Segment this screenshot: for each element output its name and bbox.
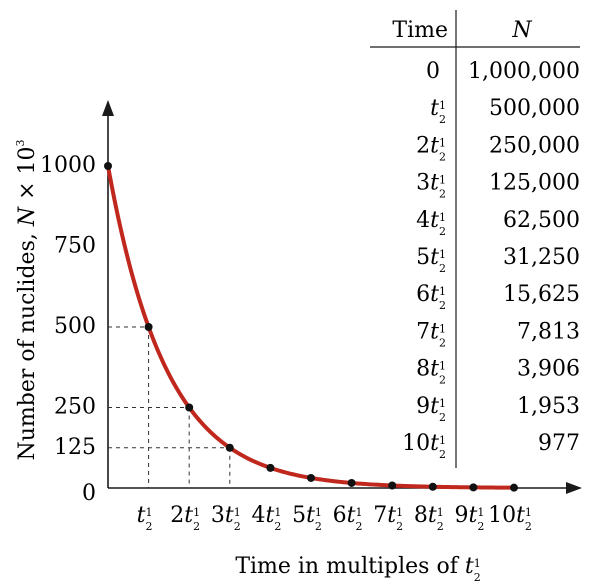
x-tick-label: 9t1 2	[454, 503, 484, 533]
x-tick-label: 6t1 2	[333, 503, 363, 533]
y-tick-label: 1000	[40, 153, 96, 178]
table-row-time: 9t1 2	[416, 394, 446, 424]
data-point	[104, 162, 112, 170]
table-row-time: 0	[426, 59, 440, 84]
data-point	[347, 478, 356, 487]
x-tick-label: 8t1 2	[414, 503, 444, 533]
data-point	[388, 481, 397, 490]
data-point	[225, 443, 234, 452]
table-row-n: 977	[538, 431, 580, 456]
table-row-time: 10t1 2	[402, 431, 446, 461]
dashed-guides	[108, 326, 231, 488]
y-axis-label: Number of nuclides, N × 103	[14, 139, 40, 460]
data-point	[307, 473, 315, 482]
y-tick-label: 500	[54, 314, 96, 339]
x-tick-label: 4t1 2	[251, 503, 281, 533]
data-points	[104, 162, 518, 492]
x-tick-label: 3t1 2	[211, 503, 241, 533]
x-axis-arrow-icon	[566, 482, 582, 494]
x-axis-label: Time in multiples of t1 2	[235, 554, 480, 584]
data-point	[144, 323, 153, 331]
y-tick-label: 750	[54, 234, 96, 259]
x-tick-labels: t1 2 2t1 2 3t1 2 4t1 2 5t1 2 6t1 2 7t1 2 8t1 2 9t1 2 10t1 2	[137, 503, 532, 533]
table-row-n: 15,625	[503, 282, 580, 307]
table-row-time: 4t1 2	[416, 208, 446, 238]
table-row-n: 62,500	[503, 208, 580, 233]
x-tick-label: 10t1 2	[488, 503, 532, 533]
data-point	[510, 483, 518, 492]
table-row-time: 8t1 2	[416, 357, 446, 387]
y-tick-labels: 0 125 250 500 750 1000	[40, 153, 96, 506]
table-row-time: 5t1 2	[416, 245, 446, 275]
table-row-n: 3,906	[517, 357, 580, 382]
table-row-n: 7,813	[517, 319, 580, 344]
data-point	[266, 463, 275, 472]
table-row-time: 7t1 2	[416, 319, 446, 349]
table-row-time: 3t1 2	[416, 171, 446, 201]
decay-curve	[106, 164, 516, 490]
table-row-time: t1 2	[430, 96, 446, 126]
y-tick-label: 0	[82, 481, 96, 506]
table-header-time: Time	[392, 18, 448, 43]
table-row-n: 31,250	[503, 245, 580, 270]
x-tick-label: 5t1 2	[292, 503, 322, 533]
x-tick-label: 2t1 2	[170, 503, 200, 533]
table-row-time: 6t1 2	[416, 282, 446, 312]
data-point	[428, 482, 437, 491]
y-tick-label: 250	[54, 395, 96, 420]
y-tick-label: 125	[54, 435, 96, 460]
half-life-table: Time N 0 1,000,000 t1 2 500,000 2t1 2 250,000 3t…	[370, 10, 580, 468]
x-tick-label: 7t1 2	[373, 503, 403, 533]
table-row-n: 125,000	[489, 171, 580, 196]
data-point	[185, 403, 194, 412]
table-row-n: 1,000,000	[468, 59, 580, 84]
table-header-n: N	[511, 18, 532, 43]
table-row-n: 1,953	[517, 394, 580, 419]
table-row-n: 250,000	[489, 133, 580, 158]
x-tick-label: t1 2	[137, 503, 153, 533]
y-axis-arrow-icon	[102, 100, 114, 116]
table-row-n: 500,000	[489, 96, 580, 121]
data-point	[469, 483, 478, 492]
table-row-time: 2t1 2	[416, 133, 446, 163]
